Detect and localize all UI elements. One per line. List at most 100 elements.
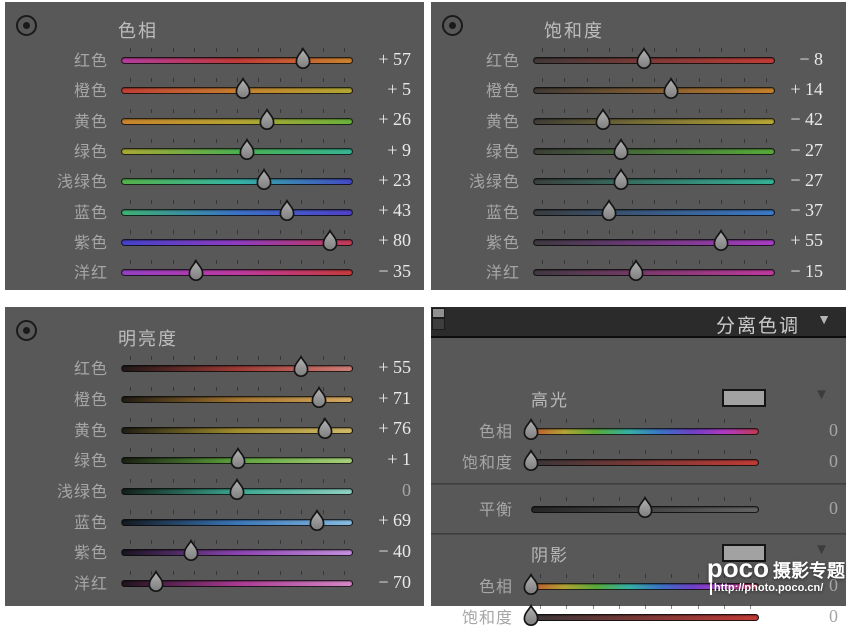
hue-purple-slider[interactable]: [121, 228, 353, 254]
lum-aqua-slider[interactable]: [121, 477, 353, 503]
shadows-saturation-slider-track[interactable]: [531, 614, 759, 621]
sat-magenta-slider-track[interactable]: [533, 269, 775, 277]
targeted-adjustment-icon[interactable]: [442, 15, 463, 36]
sat-green-slider-thumb[interactable]: [610, 138, 632, 162]
sat-magenta-slider[interactable]: [533, 258, 775, 284]
sat-aqua-slider[interactable]: [533, 167, 775, 193]
slider-label: 蓝色: [485, 204, 520, 222]
hue-orange-slider-thumb[interactable]: [232, 77, 254, 101]
sat-purple-slider[interactable]: [533, 228, 775, 254]
lum-orange-slider[interactable]: [121, 385, 353, 411]
tick-mark: [566, 419, 568, 423]
highlights-saturation-slider-thumb[interactable]: [520, 449, 542, 473]
sat-blue-slider-thumb[interactable]: [598, 198, 620, 223]
sat-magenta-slider-thumb[interactable]: [625, 259, 647, 283]
sat-aqua-slider-track[interactable]: [533, 178, 775, 186]
lum-yellow-slider-track[interactable]: [121, 426, 353, 434]
hue-blue-slider-thumb[interactable]: [276, 198, 298, 223]
hue-purple-slider-thumb[interactable]: [319, 228, 341, 253]
split-balance-slider[interactable]: [531, 495, 759, 521]
shadows-hue-slider-thumb[interactable]: [520, 573, 542, 597]
sat-red-slider-track[interactable]: [533, 57, 775, 65]
hue-green-slider-thumb[interactable]: [236, 138, 258, 162]
sat-blue-slider[interactable]: [533, 198, 775, 224]
hue-purple-slider-track[interactable]: [121, 238, 353, 246]
tick-mark: [322, 108, 324, 113]
hue-green-slider-track[interactable]: [121, 148, 353, 156]
lum-purple-slider-track[interactable]: [121, 549, 353, 557]
lum-yellow-slider-thumb[interactable]: [314, 416, 336, 441]
sat-purple-slider-track[interactable]: [533, 238, 775, 246]
shadows-hue-slider[interactable]: [523, 572, 759, 598]
highlights-hue-slider-thumb[interactable]: [520, 418, 542, 442]
hue-aqua-slider-track[interactable]: [121, 178, 353, 186]
hue-red-slider-track[interactable]: [121, 57, 353, 65]
lum-orange-slider-track[interactable]: [121, 396, 353, 404]
lum-purple-slider-thumb[interactable]: [180, 539, 202, 563]
sat-yellow-slider[interactable]: [533, 107, 775, 133]
saturation-slider-rows: 红色 − 8 橙色 + 14 黄色 − 42 绿色 − 27 浅绿色 − 27 蓝色 − 37 紫色 + …: [431, 44, 846, 286]
toggle-square-light: [432, 308, 445, 318]
hue-magenta-slider-track[interactable]: [121, 269, 353, 277]
hue-red-slider[interactable]: [121, 46, 353, 72]
sat-blue-slider-track[interactable]: [533, 208, 775, 216]
hue-yellow-slider-track[interactable]: [121, 117, 353, 125]
shadows-saturation-slider[interactable]: [523, 603, 759, 629]
shadows-collapse-triangle-icon[interactable]: ▼: [814, 542, 829, 558]
hue-blue-slider-track[interactable]: [121, 208, 353, 216]
highlights-hue-slider-track[interactable]: [531, 428, 759, 435]
slider-label: 黄色: [73, 113, 108, 131]
hue-yellow-slider-thumb[interactable]: [256, 107, 278, 132]
sat-red-slider[interactable]: [533, 46, 775, 72]
lum-red-slider-track[interactable]: [121, 365, 353, 373]
shadows-color-swatch[interactable]: [722, 544, 766, 562]
collapse-triangle-icon[interactable]: ▼: [817, 313, 831, 328]
lum-purple-slider[interactable]: [121, 538, 353, 564]
sat-yellow-slider-track[interactable]: [533, 117, 775, 125]
hue-green-slider[interactable]: [121, 137, 353, 163]
sat-green-slider[interactable]: [533, 137, 775, 163]
hue-red-slider-thumb[interactable]: [292, 47, 314, 71]
lum-red-slider[interactable]: [121, 354, 353, 380]
split-toning-header[interactable]: 分离色调 ▼: [431, 307, 846, 338]
lum-aqua-slider-thumb[interactable]: [226, 478, 248, 502]
highlights-saturation-slider-track[interactable]: [531, 459, 759, 466]
hue-yellow-slider[interactable]: [121, 107, 353, 133]
hue-blue-slider[interactable]: [121, 198, 353, 224]
lum-magenta-slider-track[interactable]: [121, 580, 353, 588]
lum-yellow-slider[interactable]: [121, 416, 353, 442]
sat-red-slider-thumb[interactable]: [633, 47, 655, 71]
lum-orange-slider-thumb[interactable]: [308, 386, 330, 410]
lum-magenta-slider[interactable]: [121, 569, 353, 595]
sat-orange-slider[interactable]: [533, 76, 775, 102]
targeted-adjustment-icon[interactable]: [16, 320, 37, 341]
sat-orange-slider-thumb[interactable]: [660, 77, 682, 101]
hue-magenta-slider-thumb[interactable]: [185, 259, 207, 283]
highlights-collapse-triangle-icon[interactable]: ▼: [814, 387, 829, 403]
slider-label: 色相: [478, 579, 513, 596]
highlights-hue-slider[interactable]: [523, 417, 759, 443]
hue-magenta-slider[interactable]: [121, 258, 353, 284]
split-balance-slider-thumb[interactable]: [634, 496, 656, 520]
tick-mark: [654, 48, 655, 53]
highlights-saturation-slider[interactable]: [523, 448, 759, 474]
highlights-color-swatch[interactable]: [722, 389, 766, 407]
lum-red-slider-thumb[interactable]: [290, 355, 312, 379]
panel-toggle-icon[interactable]: [431, 307, 447, 333]
lum-blue-slider[interactable]: [121, 508, 353, 534]
sat-purple-slider-thumb[interactable]: [710, 228, 732, 253]
hue-aqua-slider-thumb[interactable]: [253, 168, 275, 192]
lum-green-slider[interactable]: [121, 446, 353, 472]
tick-mark: [743, 199, 745, 204]
hue-orange-slider[interactable]: [121, 76, 353, 102]
sat-green-slider-track[interactable]: [533, 148, 775, 156]
sat-aqua-slider-thumb[interactable]: [610, 168, 632, 192]
lum-magenta-slider-thumb[interactable]: [145, 570, 167, 594]
sat-orange-slider-track[interactable]: [533, 87, 775, 95]
hue-aqua-slider[interactable]: [121, 167, 353, 193]
lum-green-slider-thumb[interactable]: [227, 447, 249, 471]
targeted-adjustment-icon[interactable]: [16, 15, 37, 36]
sat-yellow-slider-thumb[interactable]: [592, 107, 614, 132]
lum-blue-slider-track[interactable]: [121, 518, 353, 526]
lum-blue-slider-thumb[interactable]: [306, 508, 328, 533]
